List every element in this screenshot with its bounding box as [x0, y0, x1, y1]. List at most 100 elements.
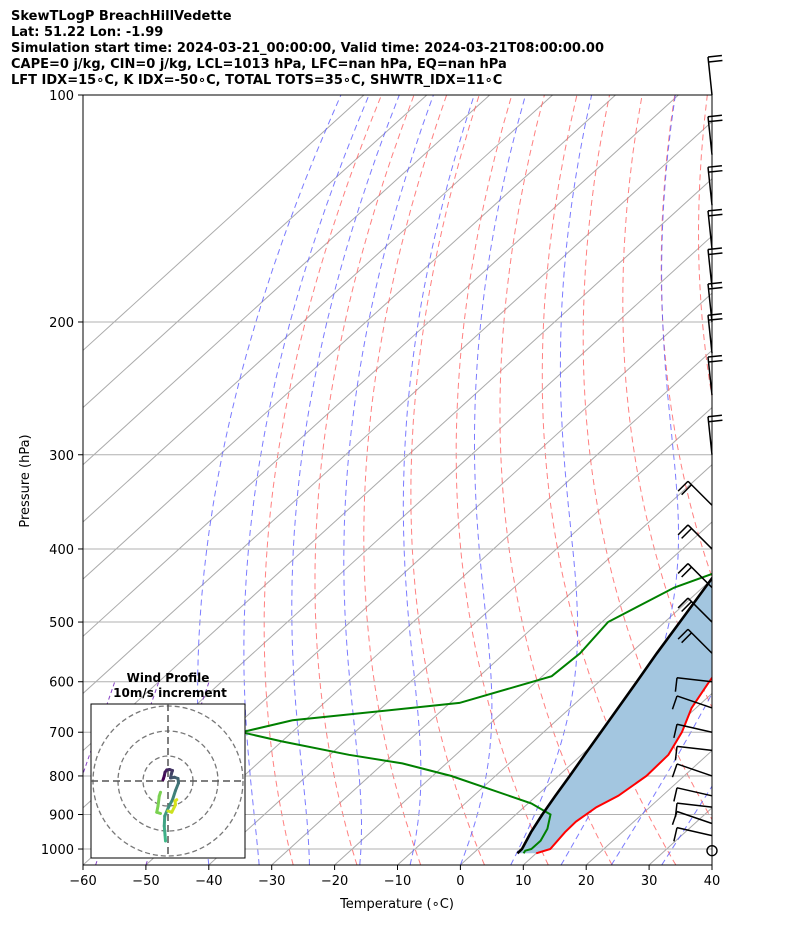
barb-shaft — [676, 745, 713, 752]
barb-flag — [681, 601, 693, 613]
barb-shaft — [707, 116, 713, 155]
barb-shaft — [707, 249, 713, 288]
barb-shaft — [676, 763, 713, 777]
moist-adiabat-line — [510, 95, 593, 865]
barb-flag — [681, 566, 693, 578]
y-tick-label: 300 — [49, 449, 74, 464]
isotherm-line — [208, 406, 712, 865]
simulation-times: Simulation start time: 2024-03-21_00:00:… — [11, 41, 604, 56]
barb-flag — [681, 527, 693, 539]
barb-flag — [707, 354, 723, 358]
barb-flag — [708, 213, 723, 217]
cape-shaded-area — [517, 578, 712, 854]
dry-adiabat-line — [263, 95, 382, 865]
wind-barb — [707, 312, 723, 354]
barb-shaft — [676, 802, 713, 808]
x-tick-label: −30 — [258, 874, 285, 889]
wind-barb — [677, 563, 713, 589]
wind-barb — [707, 54, 723, 96]
isotherm-line — [397, 578, 712, 865]
wind-barb — [677, 597, 713, 623]
barb-flag — [674, 746, 678, 761]
x-axis-ticks: −60 −50 −40 −30 −20 −10 0 10 20 30 40 — [69, 865, 720, 889]
wind-barb — [707, 354, 723, 396]
y-tick-label: 200 — [49, 316, 74, 331]
dry-adiabat-line — [660, 95, 712, 579]
barb-flag — [708, 286, 723, 290]
y-tick-label: 800 — [49, 770, 74, 785]
barb-shaft — [707, 315, 713, 354]
wind-barb — [674, 676, 713, 692]
barb-flag — [708, 119, 723, 123]
wind-barb — [673, 787, 713, 802]
dry-adiabat-line — [770, 95, 794, 865]
chart-header: SkewTLogP BreachHillVedette Lat: 51.22 L… — [11, 9, 604, 89]
dry-adiabat-line — [363, 95, 448, 865]
isotherm-line — [711, 864, 712, 865]
moist-adiabat-line — [610, 692, 712, 865]
isotherm-line — [83, 95, 679, 637]
barb-shaft — [707, 167, 713, 206]
x-tick-label: 0 — [456, 874, 464, 889]
barb-shaft — [676, 695, 713, 709]
barb-shaft — [707, 416, 713, 455]
x-tick-label: 40 — [704, 874, 721, 889]
dry-adiabat-line — [582, 95, 712, 821]
wind-barb — [706, 844, 718, 857]
hodograph-segment — [161, 777, 165, 782]
y-tick-label: 700 — [49, 726, 74, 741]
dry-adiabat-line — [314, 95, 415, 865]
dry-adiabat-line — [410, 95, 485, 865]
x-tick-label: −20 — [321, 874, 348, 889]
barb-shaft — [676, 723, 713, 733]
wind-barb — [674, 802, 713, 818]
barb-flag — [674, 677, 678, 692]
barb-flag — [707, 312, 723, 316]
y-tick-label: 600 — [49, 676, 74, 691]
isotherm-line — [83, 95, 365, 352]
barb-flag — [708, 419, 723, 423]
dry-adiabat-line — [499, 95, 613, 865]
hodograph-inset: Wind Profile 10m/s increment — [90, 671, 246, 859]
barb-shaft — [707, 356, 713, 396]
hodograph-segment — [157, 790, 162, 798]
barb-flag — [708, 317, 723, 321]
parcel-line — [516, 576, 712, 855]
wind-barb — [677, 524, 713, 550]
wind-barb — [671, 695, 713, 710]
barb-flag — [677, 597, 689, 609]
moist-adiabat-line — [402, 95, 475, 865]
barb-flag — [707, 281, 723, 285]
isotherm-line — [83, 95, 491, 466]
dry-adiabat-line — [541, 95, 677, 865]
barb-flag — [673, 724, 678, 739]
barb-flag — [681, 632, 693, 644]
wind-barb — [707, 114, 723, 155]
moist-adiabat-line — [343, 95, 434, 865]
barb-shaft — [707, 210, 713, 249]
barb-flag — [677, 524, 689, 536]
barb-flag — [681, 484, 693, 496]
hodograph-segment — [162, 814, 167, 828]
y-axis-label: Pressure (hPa) — [18, 434, 33, 527]
barb-flag — [707, 164, 723, 168]
isotherm-line — [271, 464, 712, 865]
barb-flag — [708, 169, 723, 173]
x-tick-label: −10 — [384, 874, 411, 889]
y-tick-label: 900 — [49, 809, 74, 824]
hodograph-title: Wind Profile — [127, 671, 210, 685]
barb-shaft — [707, 56, 713, 96]
isotherm-line — [334, 521, 712, 865]
barb-flag — [677, 628, 689, 640]
wind-barb — [671, 763, 713, 778]
moist-adiabat-line — [711, 864, 712, 865]
barb-shaft — [707, 283, 713, 323]
wind-barb — [707, 247, 723, 288]
stability-indices: LFT IDX=15∘C, K IDX=-50∘C, TOTAL TOTS=35… — [11, 73, 503, 88]
barb-shaft — [676, 676, 713, 683]
hodograph-segment — [171, 789, 177, 802]
y-tick-label: 500 — [49, 616, 74, 631]
wind-barb — [707, 414, 723, 455]
temperature-line — [535, 676, 712, 855]
x-tick-label: 10 — [515, 874, 532, 889]
